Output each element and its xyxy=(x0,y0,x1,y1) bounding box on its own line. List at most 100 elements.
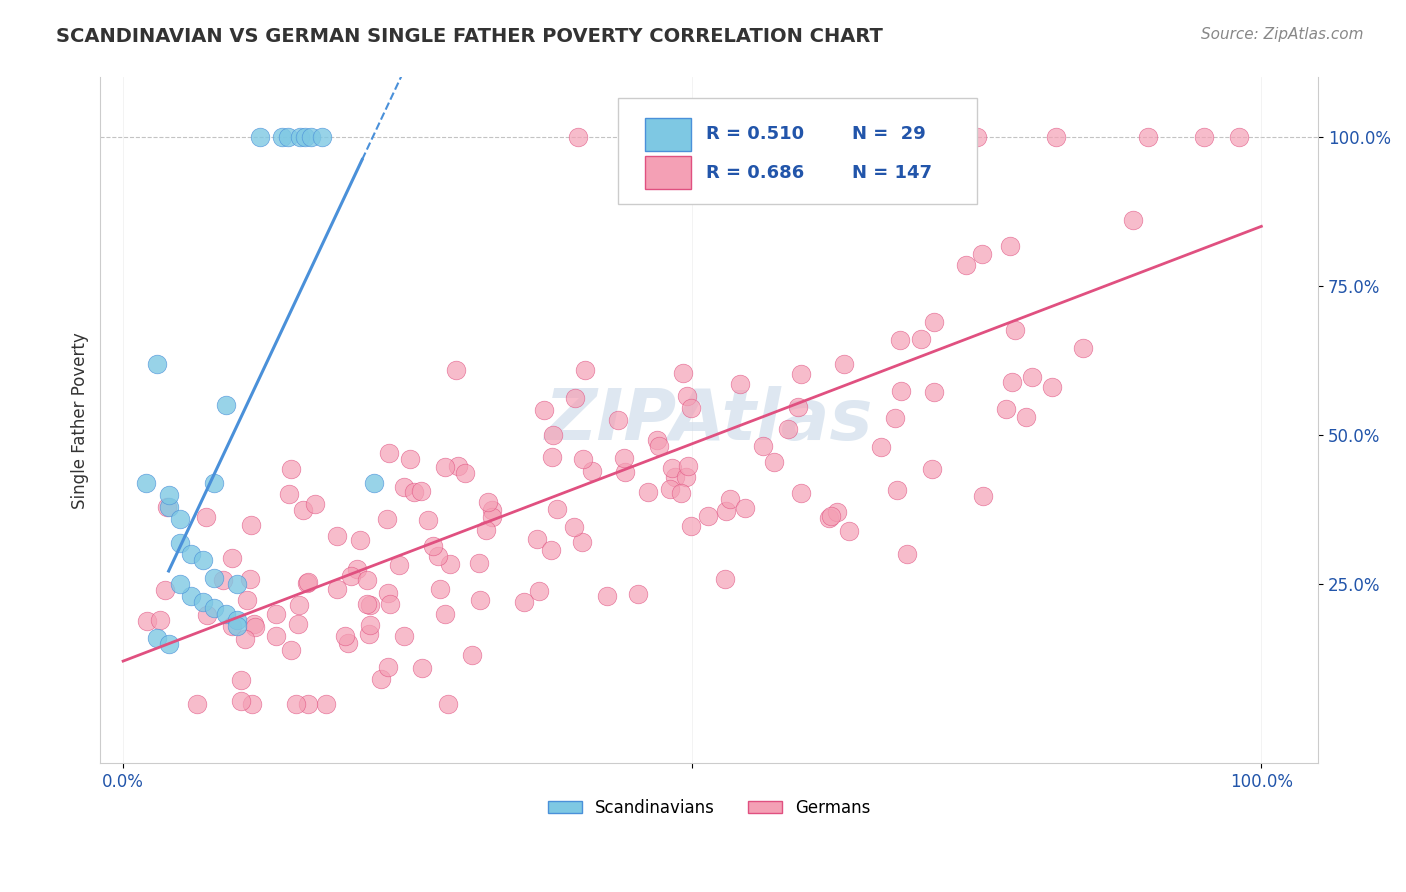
Point xyxy=(264,629,287,643)
Point xyxy=(202,571,225,585)
Point xyxy=(966,130,988,145)
Point xyxy=(399,452,422,467)
Point xyxy=(526,533,548,547)
Point xyxy=(202,601,225,615)
Point xyxy=(581,465,603,479)
Point xyxy=(266,607,288,621)
Point xyxy=(461,648,484,662)
Point xyxy=(156,500,179,515)
Point xyxy=(697,509,720,524)
Point xyxy=(669,485,692,500)
Point xyxy=(349,533,371,547)
Point xyxy=(169,535,191,549)
Point xyxy=(481,510,503,524)
Point xyxy=(377,659,399,673)
FancyBboxPatch shape xyxy=(619,98,977,204)
Point xyxy=(363,475,385,490)
Point xyxy=(613,450,636,465)
Point xyxy=(292,502,315,516)
Point xyxy=(169,511,191,525)
Point xyxy=(454,466,477,480)
Point xyxy=(972,489,994,503)
Point xyxy=(468,593,491,607)
FancyBboxPatch shape xyxy=(645,156,690,189)
Point xyxy=(1136,130,1159,145)
Point xyxy=(392,480,415,494)
Point xyxy=(790,367,813,381)
Point xyxy=(297,576,319,591)
Point xyxy=(135,475,157,490)
Text: N = 147: N = 147 xyxy=(852,164,932,182)
Point xyxy=(221,550,243,565)
Text: R = 0.686: R = 0.686 xyxy=(706,164,804,182)
Text: Source: ZipAtlas.com: Source: ZipAtlas.com xyxy=(1201,27,1364,42)
Point xyxy=(776,422,799,436)
Point xyxy=(336,636,359,650)
Point xyxy=(627,587,650,601)
Point xyxy=(249,130,271,145)
Point xyxy=(356,573,378,587)
Point xyxy=(1040,380,1063,394)
Point xyxy=(339,569,361,583)
Point xyxy=(1227,130,1250,145)
Point xyxy=(922,315,945,329)
Point xyxy=(180,548,202,562)
Point xyxy=(564,391,586,405)
Legend: Scandinavians, Germans: Scandinavians, Germans xyxy=(541,792,877,823)
Point xyxy=(718,491,741,506)
Point xyxy=(214,398,236,412)
Point xyxy=(202,475,225,490)
Point xyxy=(529,584,551,599)
Point xyxy=(377,511,399,525)
Point xyxy=(191,553,214,567)
Point xyxy=(287,617,309,632)
Point xyxy=(513,595,536,609)
Point xyxy=(236,593,259,607)
Point xyxy=(714,572,737,586)
Point xyxy=(762,455,785,469)
Text: SCANDINAVIAN VS GERMAN SINGLE FATHER POVERTY CORRELATION CHART: SCANDINAVIAN VS GERMAN SINGLE FATHER POV… xyxy=(56,27,883,45)
Point xyxy=(468,556,491,570)
Point xyxy=(447,458,470,473)
Text: ZIPAtlas: ZIPAtlas xyxy=(546,385,873,455)
Point xyxy=(157,637,180,651)
Point xyxy=(226,619,249,633)
Text: R = 0.510: R = 0.510 xyxy=(706,126,804,144)
Point xyxy=(921,461,943,475)
Point xyxy=(681,401,703,415)
Point xyxy=(240,697,263,711)
Point xyxy=(243,619,266,633)
Point xyxy=(664,469,686,483)
Point xyxy=(884,410,907,425)
Point xyxy=(231,673,253,687)
Point xyxy=(645,434,668,448)
Point xyxy=(335,629,357,643)
Point xyxy=(226,577,249,591)
Point xyxy=(540,450,562,465)
Point xyxy=(149,613,172,627)
Point xyxy=(388,558,411,573)
Point xyxy=(477,495,499,509)
Point xyxy=(734,501,756,516)
Point xyxy=(972,246,994,260)
Point xyxy=(315,697,337,711)
Point xyxy=(790,486,813,500)
Point xyxy=(153,582,176,597)
Point xyxy=(728,376,751,391)
Point xyxy=(411,661,433,675)
Point xyxy=(288,598,311,612)
Point xyxy=(533,403,555,417)
Point xyxy=(233,632,256,646)
Point xyxy=(299,130,322,145)
Point xyxy=(146,631,169,645)
Point xyxy=(285,697,308,711)
Point xyxy=(889,333,911,347)
Point xyxy=(326,582,349,596)
Point xyxy=(637,485,659,500)
Point xyxy=(596,589,619,603)
Point xyxy=(359,627,381,641)
Point xyxy=(994,402,1017,417)
Point xyxy=(1122,213,1144,227)
Point xyxy=(304,497,326,511)
Point xyxy=(157,500,180,514)
